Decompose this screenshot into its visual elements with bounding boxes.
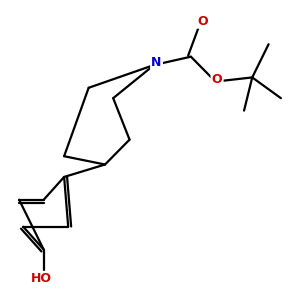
Text: O: O	[198, 14, 208, 28]
Text: HO: HO	[31, 272, 52, 285]
Text: O: O	[212, 73, 222, 86]
Text: N: N	[152, 56, 162, 69]
